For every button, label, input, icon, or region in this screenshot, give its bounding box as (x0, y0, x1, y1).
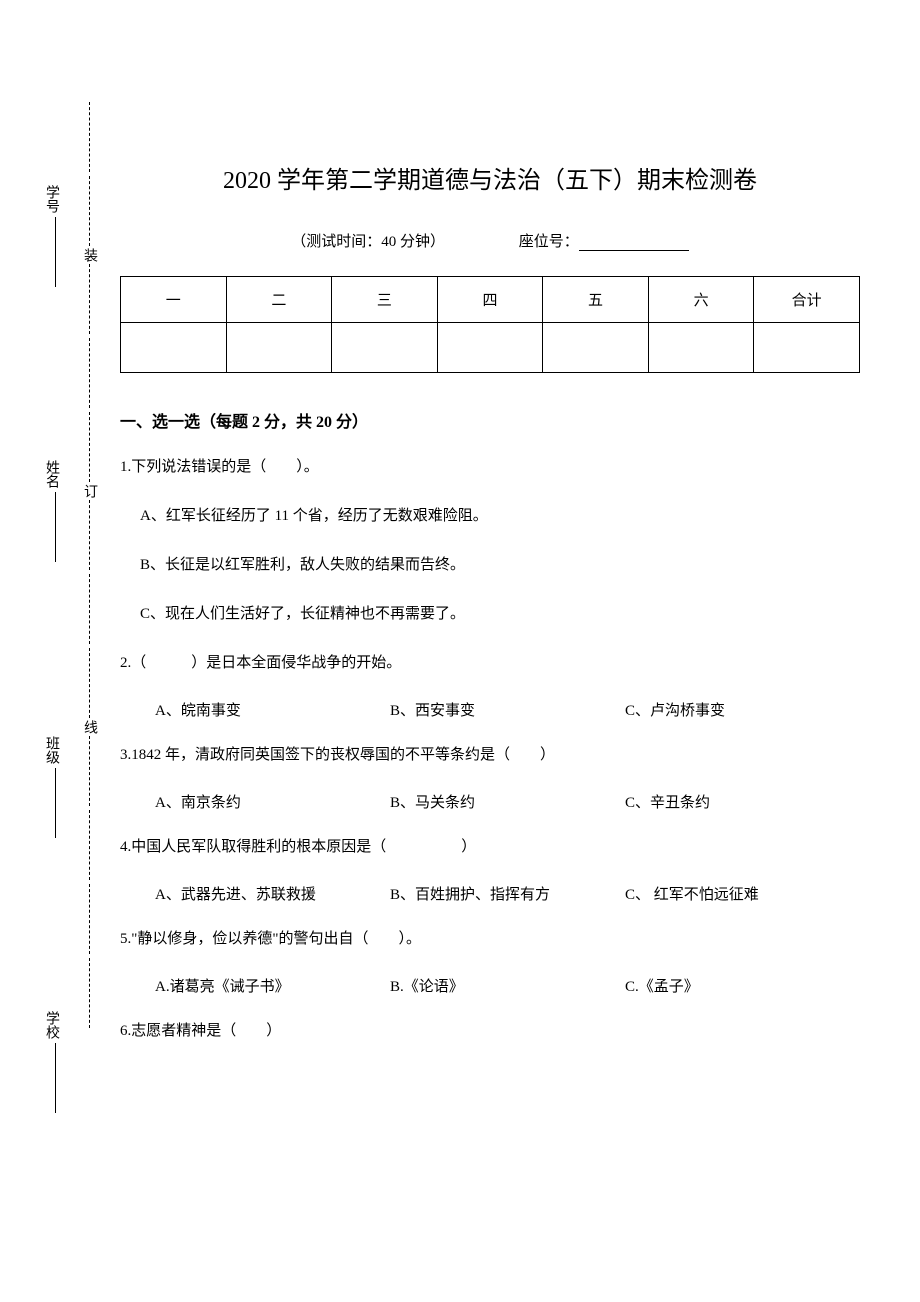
section-1-heading: 一、选一选（每题 2 分，共 20 分） (120, 408, 860, 432)
binding-dash-lane: 装 订 线 (78, 100, 100, 1202)
score-col-1: 一 (121, 277, 227, 323)
dash-seg (89, 176, 90, 246)
dash-seg (89, 264, 90, 334)
question-4-stem: 4.中国人民军队取得胜利的根本原因是（ ） (120, 834, 860, 861)
question-1-opt-c: C、现在人们生活好了，长征精神也不再需要了。 (120, 601, 860, 628)
dash-seg (89, 102, 90, 172)
binding-ding: 订 (79, 484, 99, 498)
field-class: 班级 (41, 736, 61, 764)
field-name: 姓名 (41, 460, 61, 488)
question-2-stem: 2.（ ）是日本全面侵华战争的开始。 (120, 650, 860, 677)
question-5-stem: 5."静以修身，俭以养德"的警句出自（ ）。 (120, 926, 860, 953)
field-id: 学号 (41, 185, 61, 213)
field-school: 学校 (41, 1011, 61, 1039)
test-time: （测试时间：40 分钟） (291, 234, 445, 250)
dash-seg (89, 574, 90, 644)
question-4-options: A、武器先进、苏联救援 B、百姓拥护、指挥有方 C、 红军不怕远征难 (120, 883, 860, 904)
score-value-row (121, 323, 860, 373)
score-table: 一 二 三 四 五 六 合计 (120, 276, 860, 373)
dash-seg (89, 500, 90, 570)
question-4-opt-a: A、武器先进、苏联救援 (155, 883, 390, 904)
dash-seg (89, 736, 90, 806)
question-2-options: A、皖南事变 B、西安事变 C、卢沟桥事变 (120, 699, 860, 720)
field-name-line (55, 492, 56, 562)
question-1-stem: 1.下列说法错误的是（ ）。 (120, 454, 860, 481)
question-3-opt-a: A、南京条约 (155, 791, 390, 812)
question-6-stem: 6.志愿者精神是（ ） (120, 1018, 860, 1045)
binding-zhuang: 装 (79, 248, 99, 262)
score-cell[interactable] (226, 323, 332, 373)
question-4-opt-b: B、百姓拥护、指挥有方 (390, 883, 625, 904)
score-cell[interactable] (754, 323, 860, 373)
dash-seg (89, 338, 90, 408)
question-5-opt-c: C.《孟子》 (625, 975, 860, 996)
field-id-line (55, 217, 56, 287)
score-col-6: 六 (648, 277, 754, 323)
question-2-opt-b: B、西安事变 (390, 699, 625, 720)
question-5-options: A.诸葛亮《诫子书》 B.《论语》 C.《孟子》 (120, 975, 860, 996)
dash-seg (89, 810, 90, 880)
question-3-stem: 3.1842 年，清政府同英国签下的丧权辱国的不平等条约是（ ） (120, 742, 860, 769)
dash-seg (89, 958, 90, 1028)
question-3-options: A、南京条约 B、马关条约 C、辛丑条约 (120, 791, 860, 812)
question-3-opt-b: B、马关条约 (390, 791, 625, 812)
field-school-line (55, 1043, 56, 1113)
dash-seg (89, 412, 90, 482)
seat-label: 座位号： (519, 234, 579, 250)
question-4-opt-c: C、 红军不怕远征难 (625, 883, 860, 904)
question-5-opt-b: B.《论语》 (390, 975, 625, 996)
field-class-line (55, 768, 56, 838)
score-cell[interactable] (648, 323, 754, 373)
binding-xian: 线 (79, 720, 99, 734)
question-5-opt-a: A.诸葛亮《诫子书》 (155, 975, 390, 996)
question-2-opt-c: C、卢沟桥事变 (625, 699, 860, 720)
subtitle-row: （测试时间：40 分钟） 座位号： (120, 230, 860, 251)
score-cell[interactable] (332, 323, 438, 373)
question-3-opt-c: C、辛丑条约 (625, 791, 860, 812)
question-1-opt-b: B、长征是以红军胜利，敌人失败的结果而告终。 (120, 552, 860, 579)
dash-seg (89, 648, 90, 718)
binding-fields-lane: 学号 姓名 班级 学校 (40, 100, 62, 1202)
score-cell[interactable] (121, 323, 227, 373)
exam-title: 2020 学年第二学期道德与法治（五下）期末检测卷 (120, 160, 860, 195)
question-2-opt-a: A、皖南事变 (155, 699, 390, 720)
page-content: 2020 学年第二学期道德与法治（五下）期末检测卷 （测试时间：40 分钟） 座… (120, 160, 860, 1067)
question-1-opt-a: A、红军长征经历了 11 个省，经历了无数艰难险阻。 (120, 503, 860, 530)
score-col-total: 合计 (754, 277, 860, 323)
seat-blank[interactable] (579, 250, 689, 251)
score-cell[interactable] (437, 323, 543, 373)
score-col-2: 二 (226, 277, 332, 323)
score-col-3: 三 (332, 277, 438, 323)
score-col-4: 四 (437, 277, 543, 323)
score-header-row: 一 二 三 四 五 六 合计 (121, 277, 860, 323)
score-cell[interactable] (543, 323, 649, 373)
score-col-5: 五 (543, 277, 649, 323)
dash-seg (89, 884, 90, 954)
